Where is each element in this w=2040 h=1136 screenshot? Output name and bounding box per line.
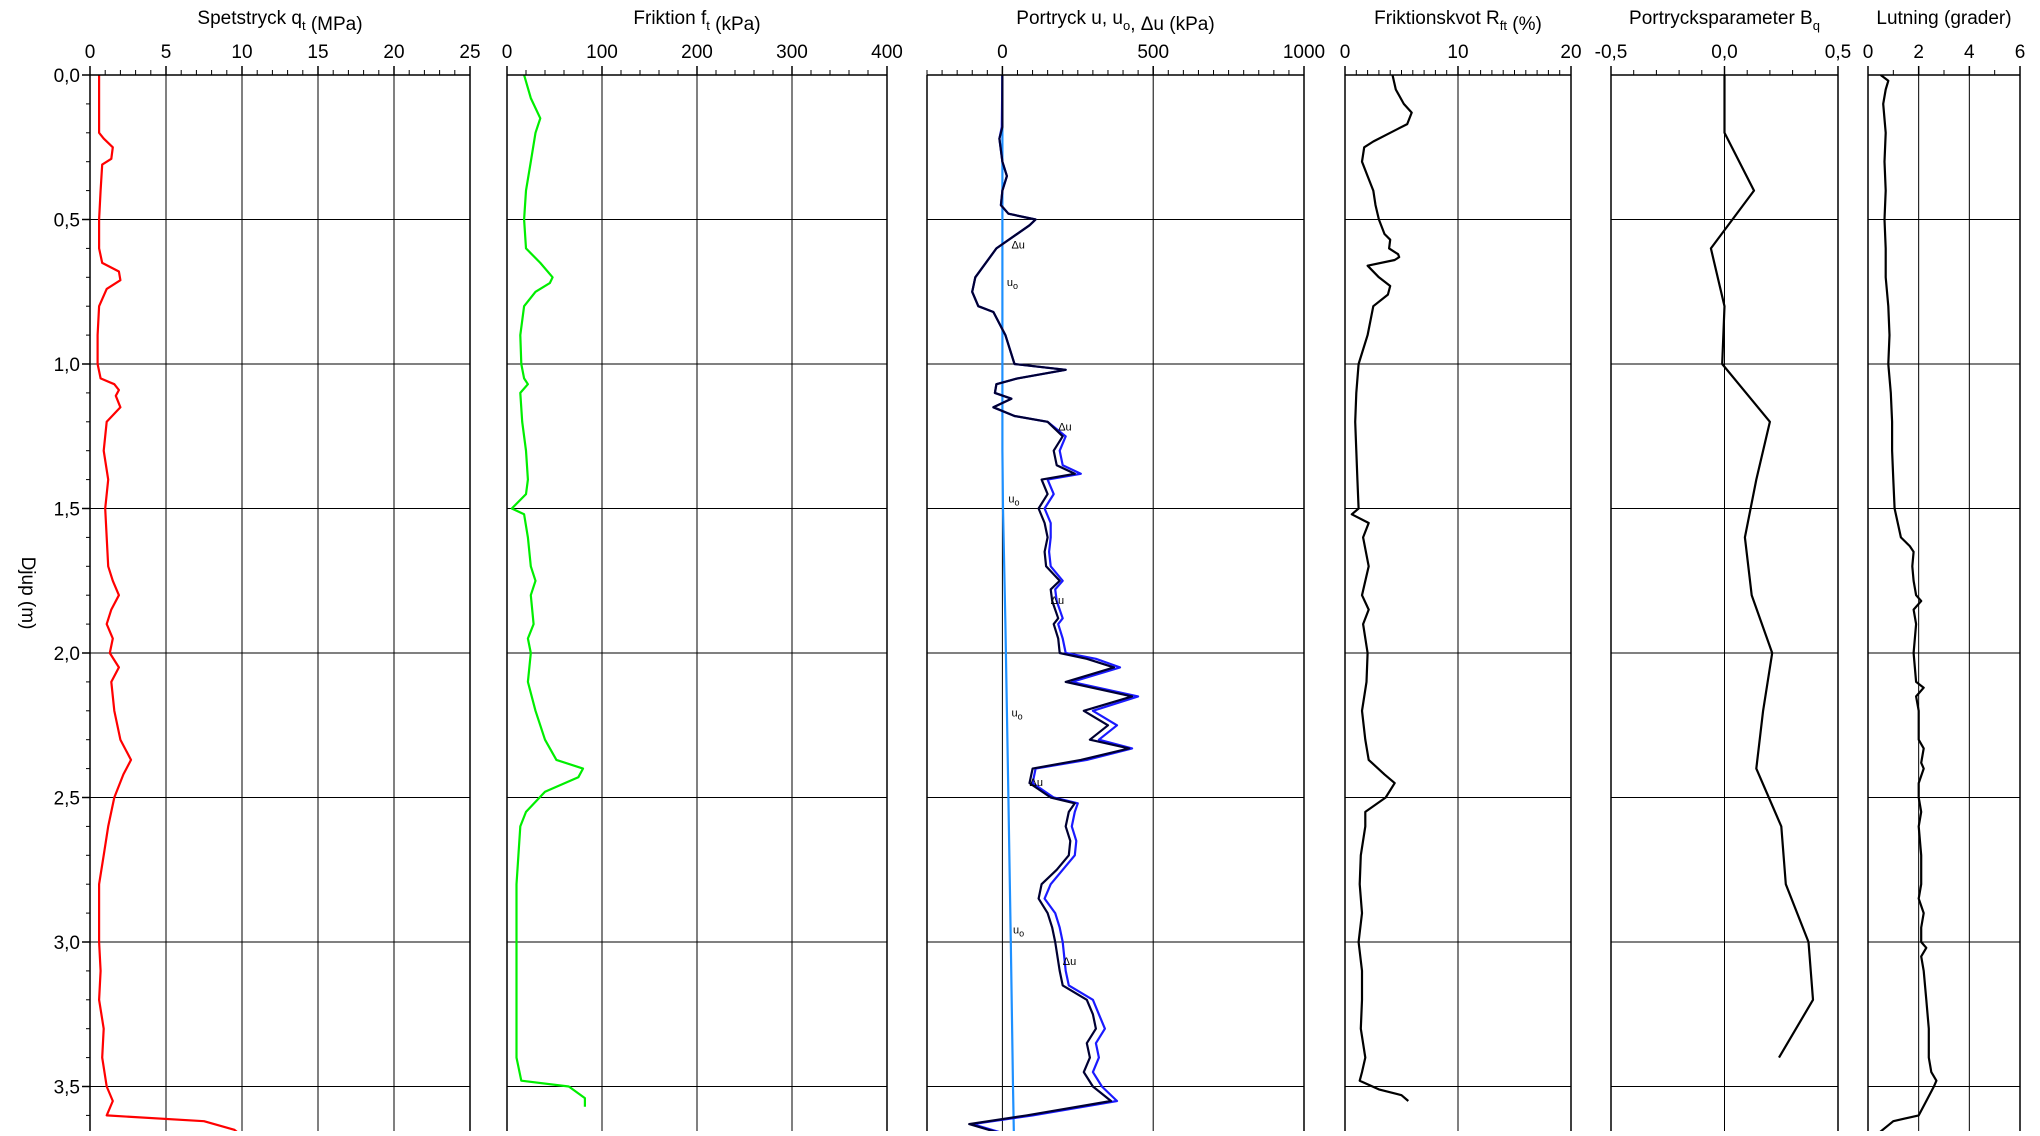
panel-title: Friktion ft (kPa) xyxy=(633,8,760,35)
x-tick-label: 0 xyxy=(997,42,1008,63)
x-tick-label: 200 xyxy=(681,42,713,63)
x-tick-label: 1000 xyxy=(1283,42,1325,63)
y-tick-label: 3,5 xyxy=(54,1078,80,1099)
x-tick-label: 0 xyxy=(1340,42,1351,63)
curve-annotation: Δu xyxy=(1058,421,1071,433)
x-tick-label: 0,0 xyxy=(1711,42,1737,63)
curve-annotation: Δu xyxy=(1063,956,1076,968)
frame-layer xyxy=(82,66,2021,1131)
x-tick-label: 0 xyxy=(502,42,513,63)
panel-title: Friktionskvot Rft (%) xyxy=(1374,8,1542,35)
series-line-bq-0 xyxy=(1709,75,1815,1059)
x-tick-label: 6 xyxy=(2015,42,2026,63)
x-tick-label: 100 xyxy=(586,42,618,63)
grid-layer xyxy=(90,75,2020,1131)
panel-title: Portrycksparameter Bq xyxy=(1629,8,1820,33)
curve-annotation: uo xyxy=(1007,277,1018,291)
y-tick-label: 2,0 xyxy=(54,644,80,665)
x-tick-label: 10 xyxy=(231,42,252,63)
x-tick-label: 20 xyxy=(1560,42,1581,63)
panel-title: Portryck u, uo, Δu (kPa) xyxy=(1016,8,1214,35)
x-tick-label: 10 xyxy=(1447,42,1468,63)
x-tick-label: 500 xyxy=(1137,42,1169,63)
x-tick-label: 5 xyxy=(161,42,172,63)
curve-annotation: uo xyxy=(1013,924,1024,938)
y-tick-label: 2,5 xyxy=(54,789,80,810)
x-tick-label: 25 xyxy=(459,42,480,63)
curve-annotation: Δu xyxy=(1051,595,1064,607)
curve-annotation: Δu xyxy=(1030,777,1043,789)
y-tick-label: 0,5 xyxy=(54,211,80,232)
panel-title: Spetstryck qt (MPa) xyxy=(197,8,362,35)
series-line-u-0 xyxy=(1001,75,1015,1131)
y-axis-label: Djup (m) xyxy=(17,557,38,630)
panel-title: Lutning (grader) xyxy=(1876,8,2011,29)
series-line-qt-0 xyxy=(96,75,238,1131)
series-layer xyxy=(96,75,1938,1131)
y-tick-label: 1,5 xyxy=(54,500,80,521)
series-line-u-2 xyxy=(968,75,1134,1131)
y-tick-label: 0,0 xyxy=(54,66,80,87)
series-line-rft-0 xyxy=(1350,75,1413,1102)
x-tick-label: 2 xyxy=(1913,42,1924,63)
curve-annotation: uo xyxy=(1011,708,1022,722)
x-tick-label: 20 xyxy=(383,42,404,63)
y-tick-label: 1,0 xyxy=(54,355,80,376)
curve-annotation: Δu xyxy=(1011,239,1024,251)
curve-annotation: uo xyxy=(1008,494,1019,508)
x-tick-label: 15 xyxy=(307,42,328,63)
x-tick-label: 4 xyxy=(1964,42,1975,63)
y-tick-label: 3,0 xyxy=(54,933,80,954)
x-tick-label: 0 xyxy=(85,42,96,63)
x-tick-label: 0,5 xyxy=(1825,42,1851,63)
x-tick-label: 300 xyxy=(776,42,808,63)
x-tick-label: 0 xyxy=(1863,42,1874,63)
series-line-lut-0 xyxy=(1879,75,1938,1131)
x-tick-label: 400 xyxy=(871,42,903,63)
x-tick-label: -0,5 xyxy=(1595,42,1628,63)
series-line-ft-0 xyxy=(510,75,587,1107)
